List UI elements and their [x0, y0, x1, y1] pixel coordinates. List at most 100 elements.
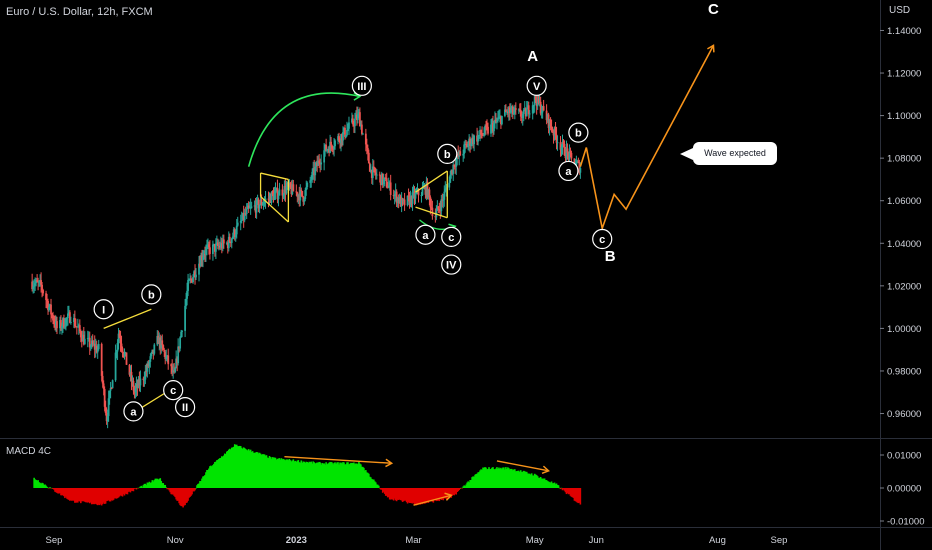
- macd-bar: [334, 462, 336, 488]
- macd-bar: [173, 488, 175, 496]
- candle-body: [158, 337, 161, 344]
- candle-body: [217, 245, 220, 247]
- candle-body: [464, 143, 467, 145]
- candle-body: [160, 340, 163, 349]
- macd-bar: [344, 464, 346, 488]
- candle-body: [301, 191, 304, 197]
- candle-body: [219, 243, 222, 248]
- candle-body: [212, 244, 214, 254]
- macd-bar: [460, 487, 462, 489]
- candle-body: [471, 137, 474, 144]
- candle-body: [403, 199, 406, 206]
- macd-bar: [463, 485, 465, 488]
- candle-body: [317, 160, 320, 166]
- macd-bar: [105, 488, 108, 502]
- candle-body: [483, 133, 485, 135]
- macd-bar: [209, 466, 211, 488]
- candle-body: [54, 322, 56, 327]
- candle-body: [551, 130, 554, 132]
- macd-bar: [564, 488, 567, 493]
- macd-bar: [486, 469, 488, 488]
- candle-body: [501, 115, 503, 125]
- candle-body: [357, 113, 359, 121]
- arrowhead: [385, 458, 394, 468]
- candle-body: [577, 161, 580, 163]
- candle-body: [541, 106, 544, 113]
- macd-bar: [575, 488, 578, 502]
- candle-body: [110, 388, 113, 390]
- macd-bar: [336, 462, 338, 488]
- macd-bar: [533, 473, 536, 488]
- macd-tick-label: 0.00000: [887, 484, 921, 495]
- candle-body: [422, 187, 425, 189]
- macd-bar: [186, 488, 188, 503]
- macd-bar: [280, 458, 283, 488]
- macd-bar: [222, 456, 224, 488]
- candle-body: [555, 134, 558, 143]
- candle-body: [208, 244, 210, 248]
- candle-body: [480, 129, 482, 135]
- macd-bar: [480, 469, 482, 488]
- candle-body: [332, 148, 334, 150]
- macd-bar: [74, 488, 76, 503]
- macd-bar: [255, 452, 258, 488]
- candle-body: [204, 254, 206, 256]
- candle-body: [452, 164, 455, 174]
- candle-body: [164, 351, 167, 359]
- candle-body: [244, 213, 247, 215]
- macd-bar: [234, 444, 237, 488]
- candle-body: [520, 116, 523, 118]
- macd-bar: [529, 474, 532, 488]
- pattern-line: [260, 195, 289, 223]
- candle-body: [45, 293, 47, 301]
- macd-bar: [92, 488, 95, 505]
- candle-body: [122, 352, 125, 356]
- macd-bar: [364, 470, 366, 488]
- macd-tick-label: 0.01000: [887, 451, 921, 462]
- price-tick-label: 1.14000: [887, 26, 921, 37]
- candle-body: [253, 205, 256, 207]
- candle-body: [215, 242, 218, 244]
- macd-bar: [542, 478, 545, 488]
- candle-body: [414, 192, 417, 199]
- candle-body: [104, 406, 107, 414]
- candle-body: [413, 191, 416, 199]
- macd-bar: [161, 483, 164, 488]
- macd-bar: [508, 468, 510, 488]
- macd-bar: [265, 455, 268, 488]
- candle-body: [378, 174, 381, 176]
- macd-bar: [383, 488, 386, 494]
- macd-bar: [430, 488, 433, 501]
- time-tick-label: Aug: [709, 535, 726, 546]
- currency-label[interactable]: USD: [889, 5, 911, 16]
- macd-bar: [407, 488, 410, 503]
- wave-label: b: [444, 149, 451, 161]
- candle-body: [151, 349, 154, 353]
- candle-body: [318, 160, 321, 164]
- macd-bar: [184, 488, 186, 506]
- macd-bar: [403, 488, 406, 501]
- wave-label-major: B: [605, 248, 616, 265]
- macd-bar: [569, 488, 572, 496]
- macd-bar: [231, 447, 234, 488]
- macd-bar: [416, 488, 419, 505]
- candle-body: [81, 334, 84, 342]
- candle-body: [93, 343, 96, 350]
- candle-body: [67, 313, 69, 319]
- macd-bar: [414, 488, 417, 505]
- macd-bar: [293, 461, 296, 488]
- price-tick-label: 1.06000: [887, 196, 921, 207]
- candle-body: [105, 413, 108, 422]
- macd-bar: [257, 453, 260, 488]
- macd-bar: [419, 488, 422, 505]
- macd-bar: [211, 466, 213, 488]
- macd-bar: [472, 476, 474, 488]
- macd-bar: [417, 488, 420, 505]
- candle-body: [31, 281, 34, 290]
- candle-body: [499, 116, 501, 118]
- macd-bar: [95, 488, 98, 505]
- wave-label: c: [599, 234, 605, 246]
- macd-bar: [545, 480, 548, 488]
- candle-body: [329, 141, 331, 153]
- candle-body: [459, 151, 462, 156]
